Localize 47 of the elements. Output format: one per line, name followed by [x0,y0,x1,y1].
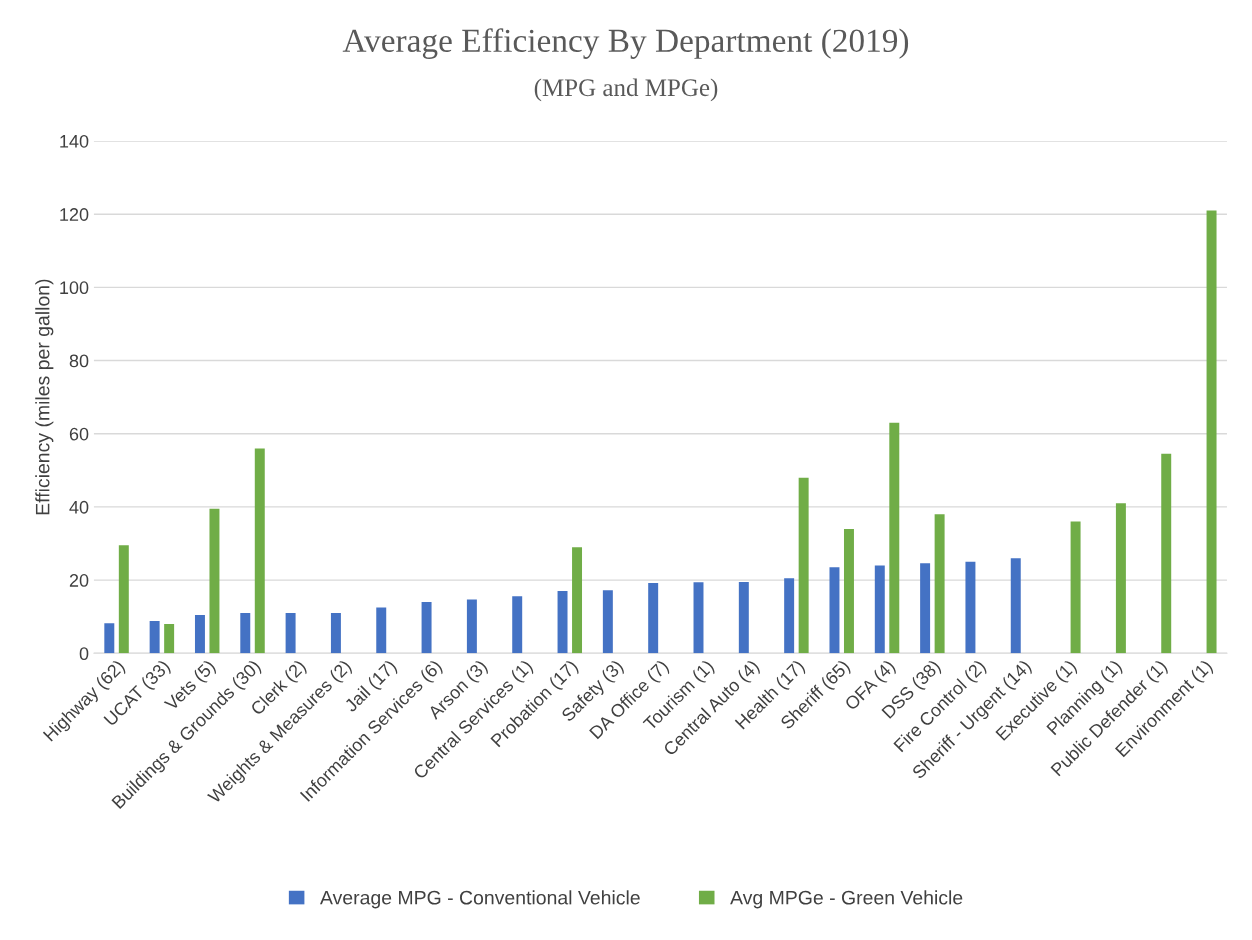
bar [965,561,976,654]
bar [648,583,659,654]
y-tick-label: 140 [60,134,89,148]
bar [889,422,900,654]
chart-title: Average Efficiency By Department (2019) [342,28,909,59]
y-tick-label: 100 [60,281,89,295]
bar [1206,210,1217,654]
y-tick-label: 40 [69,500,89,514]
bar [1070,521,1081,654]
bar [1010,558,1021,654]
bar [285,613,296,654]
bar [164,624,175,654]
bar [376,607,387,654]
chart-subtitle: (MPG and MPGe) [534,78,718,102]
bar [240,613,251,654]
bar [920,563,931,654]
bar [784,578,795,654]
bar [1161,453,1172,654]
y-tick-label: 0 [79,647,89,661]
y-tick-label: 80 [69,354,89,368]
bar [602,590,613,654]
bar [693,582,704,654]
bar [512,596,523,654]
y-tick-label: 120 [60,208,89,221]
bar [118,545,129,654]
bar [149,621,160,654]
bar [330,613,341,654]
bar [738,581,749,654]
bar [254,448,265,654]
bar [572,547,583,654]
bar [466,599,477,654]
bar [209,508,220,654]
bar [798,477,809,654]
bar [421,602,432,654]
y-axis-title: Efficiency (miles per gallon) [35,279,54,515]
legend-label: Avg MPGe - Green Vehicle [730,890,963,909]
bar [104,623,115,654]
bar [843,528,854,654]
bar [934,514,945,654]
y-tick-label: 60 [69,427,89,441]
bar [829,567,840,654]
bar [557,591,568,654]
legend-label: Average MPG - Conventional Vehicle [320,890,640,909]
y-tick-label: 20 [69,574,89,587]
bar [1115,503,1126,654]
bar [194,614,205,654]
bar [874,565,885,654]
